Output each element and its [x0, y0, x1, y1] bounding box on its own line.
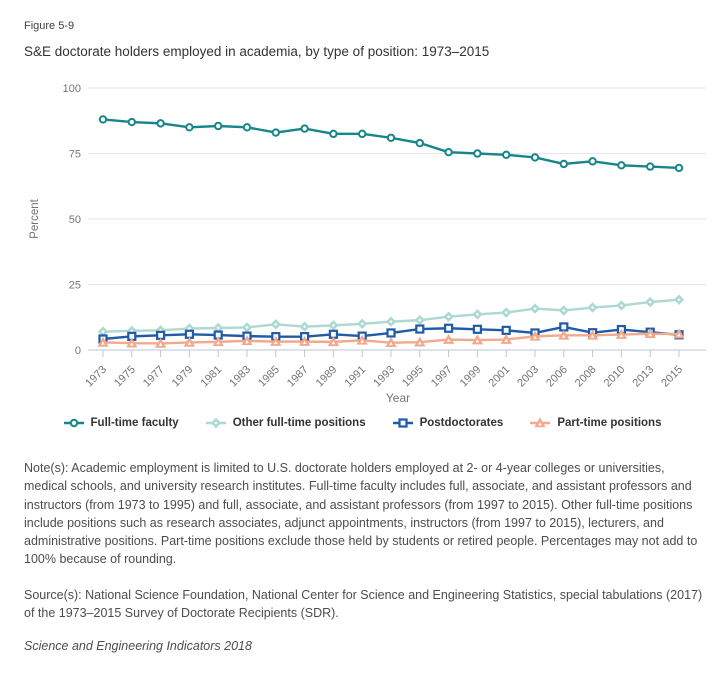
- x-tick-label: 1973: [83, 364, 109, 390]
- legend-item: Part-time positions: [529, 417, 661, 429]
- x-tick-label: 2015: [659, 364, 685, 390]
- y-tick-label: 50: [69, 214, 81, 226]
- legend-marker-square-icon: [392, 418, 413, 428]
- y-tick-label: 100: [63, 83, 81, 95]
- legend-item-label: Postdoctorates: [419, 417, 504, 429]
- x-axis-tick-labels: 1973 1975 1977 1979 1981 1983 1985 1987 1989 1991…: [83, 350, 685, 389]
- x-axis-title: Year: [386, 391, 410, 405]
- legend-item: Postdoctorates: [392, 417, 504, 429]
- source-text: Source(s): National Science Foundation, …: [24, 587, 703, 620]
- x-tick-label: 2008: [573, 364, 599, 390]
- x-tick-label: 1999: [458, 364, 484, 390]
- x-tick-label: 2013: [631, 364, 657, 390]
- x-tick-label: 1997: [429, 364, 455, 390]
- notes-text: Note(s): Academic employment is limited …: [24, 461, 698, 567]
- y-tick-label: 0: [75, 345, 81, 357]
- x-tick-label: 1981: [199, 364, 225, 390]
- x-tick-label: 1987: [285, 364, 311, 390]
- legend-marker-circle-icon: [63, 418, 84, 428]
- legend-marker-triangle-icon: [530, 417, 551, 428]
- x-tick-label: 1989: [314, 364, 340, 390]
- y-tick-label: 25: [69, 280, 81, 292]
- x-tick-label: 1975: [112, 364, 138, 390]
- x-tick-label: 1991: [343, 364, 369, 390]
- x-tick-label: 1995: [400, 364, 426, 390]
- figure-label: Figure 5-9: [24, 20, 75, 32]
- x-tick-label: 2006: [544, 364, 570, 390]
- legend-item: Other full-time positions: [205, 417, 366, 429]
- series-other-full-time-positions: [97, 294, 685, 337]
- line-chart: 0 25 50 75 100 1973 1975 1977 1979 1981 1983 1985 19…: [0, 65, 724, 413]
- attribution-text: Science and Engineering Indicators 2018: [24, 639, 252, 653]
- series-full-time-faculty: [98, 115, 684, 173]
- x-tick-label: 1979: [170, 364, 196, 390]
- legend-item-label: Part-time positions: [557, 417, 662, 429]
- x-tick-label: 2001: [487, 364, 513, 390]
- x-tick-label: 1983: [227, 364, 253, 390]
- y-axis-tick-labels: 0 25 50 75 100: [63, 83, 81, 357]
- x-tick-label: 1977: [141, 364, 167, 390]
- x-tick-label: 2003: [515, 364, 541, 390]
- legend-item-label: Full-time faculty: [90, 417, 179, 429]
- legend-item-label: Other full-time positions: [232, 417, 366, 429]
- legend-marker-diamond-icon: [205, 417, 226, 429]
- legend-item: Full-time faculty: [63, 417, 179, 429]
- y-tick-label: 75: [69, 149, 81, 161]
- series-part-time-positions: [97, 328, 685, 348]
- x-tick-label: 1993: [371, 364, 397, 390]
- page-title: S&E doctorate holders employed in academ…: [24, 44, 490, 59]
- x-tick-label: 1985: [256, 364, 282, 390]
- legend: Full-time faculty Other full-time positio…: [0, 417, 724, 429]
- y-axis-title: Percent: [29, 198, 41, 238]
- gridlines: [88, 87, 706, 351]
- x-tick-label: 2010: [602, 364, 628, 390]
